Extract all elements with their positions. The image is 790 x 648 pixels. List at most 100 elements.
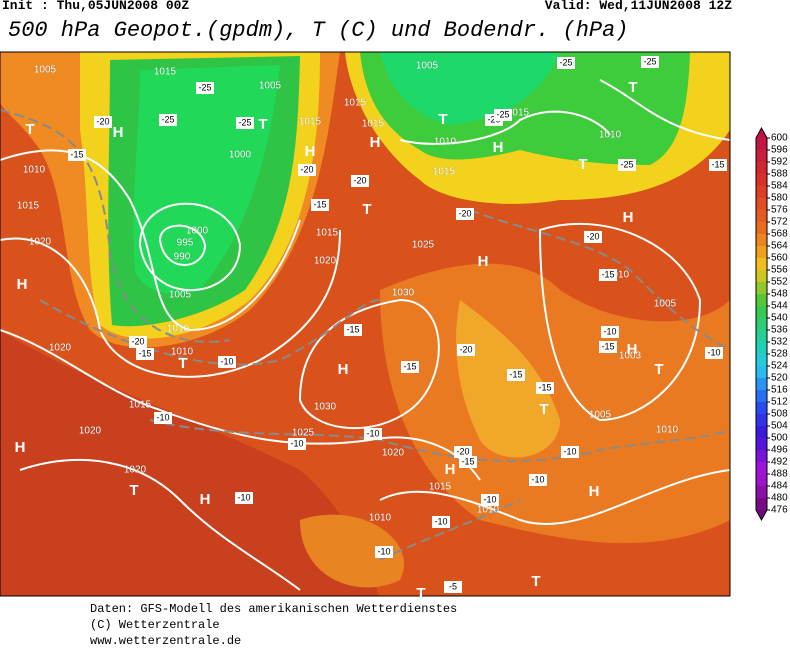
legend-label: 496: [771, 445, 788, 456]
isotherm-label-box: [599, 269, 617, 281]
isotherm-label: -20: [131, 336, 144, 346]
legend-label: 520: [771, 373, 788, 384]
legend-label: 512: [771, 397, 788, 408]
high-pressure-label: H: [627, 341, 638, 358]
isotherm-label-box: [705, 347, 723, 359]
isotherm-label-box: [159, 114, 177, 126]
isotherm-label: -10: [603, 326, 616, 336]
isotherm-label-box: [68, 149, 86, 161]
high-pressure-label: H: [478, 253, 489, 270]
green-region: [380, 52, 560, 125]
isotherm-label: -10: [707, 347, 720, 357]
isobar-label: 1015: [429, 482, 452, 493]
isotherms: [0, 109, 730, 561]
isotherm-label-box: [459, 456, 477, 468]
isotherm-label: -10: [531, 474, 544, 484]
isobar-label: 1000: [186, 226, 209, 237]
low-pressure-label: T: [416, 585, 425, 602]
legend-cell: [756, 402, 767, 414]
isobar-label: 1020: [79, 426, 102, 437]
isotherm-label: -15: [138, 348, 151, 358]
isotherm-label: -15: [313, 199, 326, 209]
legend-cell: [756, 282, 767, 294]
legend-cell: [756, 270, 767, 282]
legend-cell: [756, 450, 767, 462]
isobar-label: 1005: [34, 65, 57, 76]
isobar-label: 1005: [589, 410, 612, 421]
isotherm-label-box: [599, 341, 617, 353]
legend-cell: [756, 378, 767, 390]
isobar-label: 1010: [171, 347, 194, 358]
high-pressure-label: H: [113, 124, 124, 141]
legend-cell: [756, 318, 767, 330]
isobar-label: 1025: [412, 240, 435, 251]
isobar-label: 995: [177, 238, 194, 249]
legend-label: 528: [771, 349, 788, 360]
legend-label: 540: [771, 313, 788, 324]
isotherm-label-box: [529, 474, 547, 486]
legend-label: 516: [771, 385, 788, 396]
isotherm-label-box: [344, 324, 362, 336]
isobar-label: 1010: [369, 513, 392, 524]
isotherm-label-box: [236, 117, 254, 129]
isobar-label: 1015: [344, 98, 367, 109]
isobar-label: 1015: [299, 117, 322, 128]
low-pressure-label: T: [129, 482, 138, 499]
high-pressure-label: H: [445, 461, 456, 478]
isobar-label: 1020: [382, 448, 405, 459]
valid-time: Valid: Wed,11JUN2008 12Z: [545, 0, 732, 13]
high-pressure-label: H: [493, 139, 504, 156]
isotherm-label-box: [235, 492, 253, 504]
low-pressure-label: T: [438, 111, 447, 128]
isobar-label: 1015: [129, 400, 152, 411]
isotherm-label-box: [481, 494, 499, 506]
isotherm-label-box: [351, 175, 369, 187]
legend-label: 488: [771, 469, 788, 480]
legend-cell: [756, 198, 767, 210]
isotherm-label: -25: [643, 56, 656, 66]
isotherm-label: -10: [156, 412, 169, 422]
isobar-label: 1015: [17, 201, 40, 212]
legend-label: 560: [771, 253, 788, 264]
isotherm-label-box: [507, 369, 525, 381]
legend-label: 492: [771, 457, 788, 468]
isobar-label: 1010: [477, 505, 500, 516]
isotherm-label-box: [311, 199, 329, 211]
isobar-label: 1010: [434, 137, 457, 148]
legend-label: 504: [771, 421, 788, 432]
legend-label: 484: [771, 481, 788, 492]
legend-arrow-top: [756, 128, 767, 138]
low-pressure-label: T: [362, 201, 371, 218]
isotherm-label-box: [129, 336, 147, 348]
legend-cell: [756, 222, 767, 234]
legend-label: 600: [771, 133, 788, 144]
legend-label: 572: [771, 217, 788, 228]
isobar-label: 1015: [316, 228, 339, 239]
legend-label: 524: [771, 361, 788, 372]
isotherm-label: -25: [238, 117, 251, 127]
isotherm-label: -10: [483, 494, 496, 504]
legend-label: 544: [771, 301, 788, 312]
isotherm-label: -25: [559, 57, 572, 67]
isotherm-label-box: [196, 82, 214, 94]
legend-label: 500: [771, 433, 788, 444]
isobar-label: 1003: [619, 351, 642, 362]
isotherm-label: -15: [70, 149, 83, 159]
isotherm-label-box: [557, 57, 575, 69]
high-pressure-label: H: [370, 134, 381, 151]
isotherm-label-box: [584, 231, 602, 243]
high-pressure-label: H: [17, 276, 28, 293]
legend-label: 584: [771, 181, 788, 192]
isotherm-label: -15: [403, 361, 416, 371]
isotherm-label-box: [641, 56, 659, 68]
isotherm-label: -15: [711, 159, 724, 169]
isobar-label: 1025: [292, 428, 315, 439]
isotherm-label: -10: [290, 438, 303, 448]
legend-cell: [756, 258, 767, 270]
legend-label: 568: [771, 229, 788, 240]
isotherm-label: -15: [346, 324, 359, 334]
isotherm-label-box: [454, 446, 472, 458]
isotherm-label: -15: [461, 456, 474, 466]
